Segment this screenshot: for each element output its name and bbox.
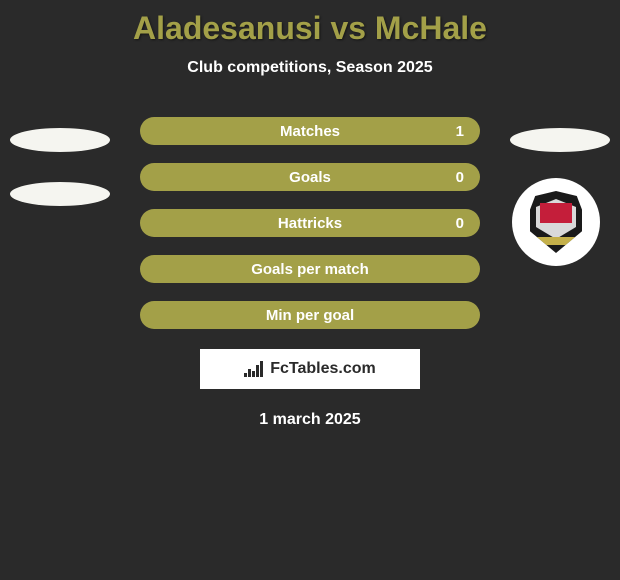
stat-bar: Hattricks 0 (140, 209, 480, 237)
stat-bar: Goals per match (140, 255, 480, 283)
stat-label: Hattricks (278, 215, 342, 232)
stat-label: Goals per match (251, 261, 369, 278)
stat-row-goals: Goals 0 (0, 163, 620, 191)
date-text: 1 march 2025 (0, 411, 620, 429)
brand-box: FcTables.com (200, 349, 420, 389)
stat-value: 0 (456, 169, 464, 186)
stat-label: Matches (280, 123, 340, 140)
stat-label: Min per goal (266, 307, 354, 324)
brand-text: FcTables.com (270, 360, 376, 378)
season-subtitle: Club competitions, Season 2025 (0, 59, 620, 77)
stat-row-mpg: Min per goal (0, 301, 620, 329)
stats-container: Matches 1 Goals 0 Hattricks 0 Goals per … (0, 117, 620, 329)
stat-value: 0 (456, 215, 464, 232)
stat-row-matches: Matches 1 (0, 117, 620, 145)
stat-bar: Matches 1 (140, 117, 480, 145)
stat-row-gpm: Goals per match (0, 255, 620, 283)
stat-value: 1 (456, 123, 464, 140)
stat-row-hattricks: Hattricks 0 (0, 209, 620, 237)
stat-bar: Goals 0 (140, 163, 480, 191)
stat-label: Goals (289, 169, 331, 186)
stat-bar: Min per goal (140, 301, 480, 329)
comparison-title: Aladesanusi vs McHale (0, 0, 620, 47)
chart-icon (244, 361, 264, 377)
